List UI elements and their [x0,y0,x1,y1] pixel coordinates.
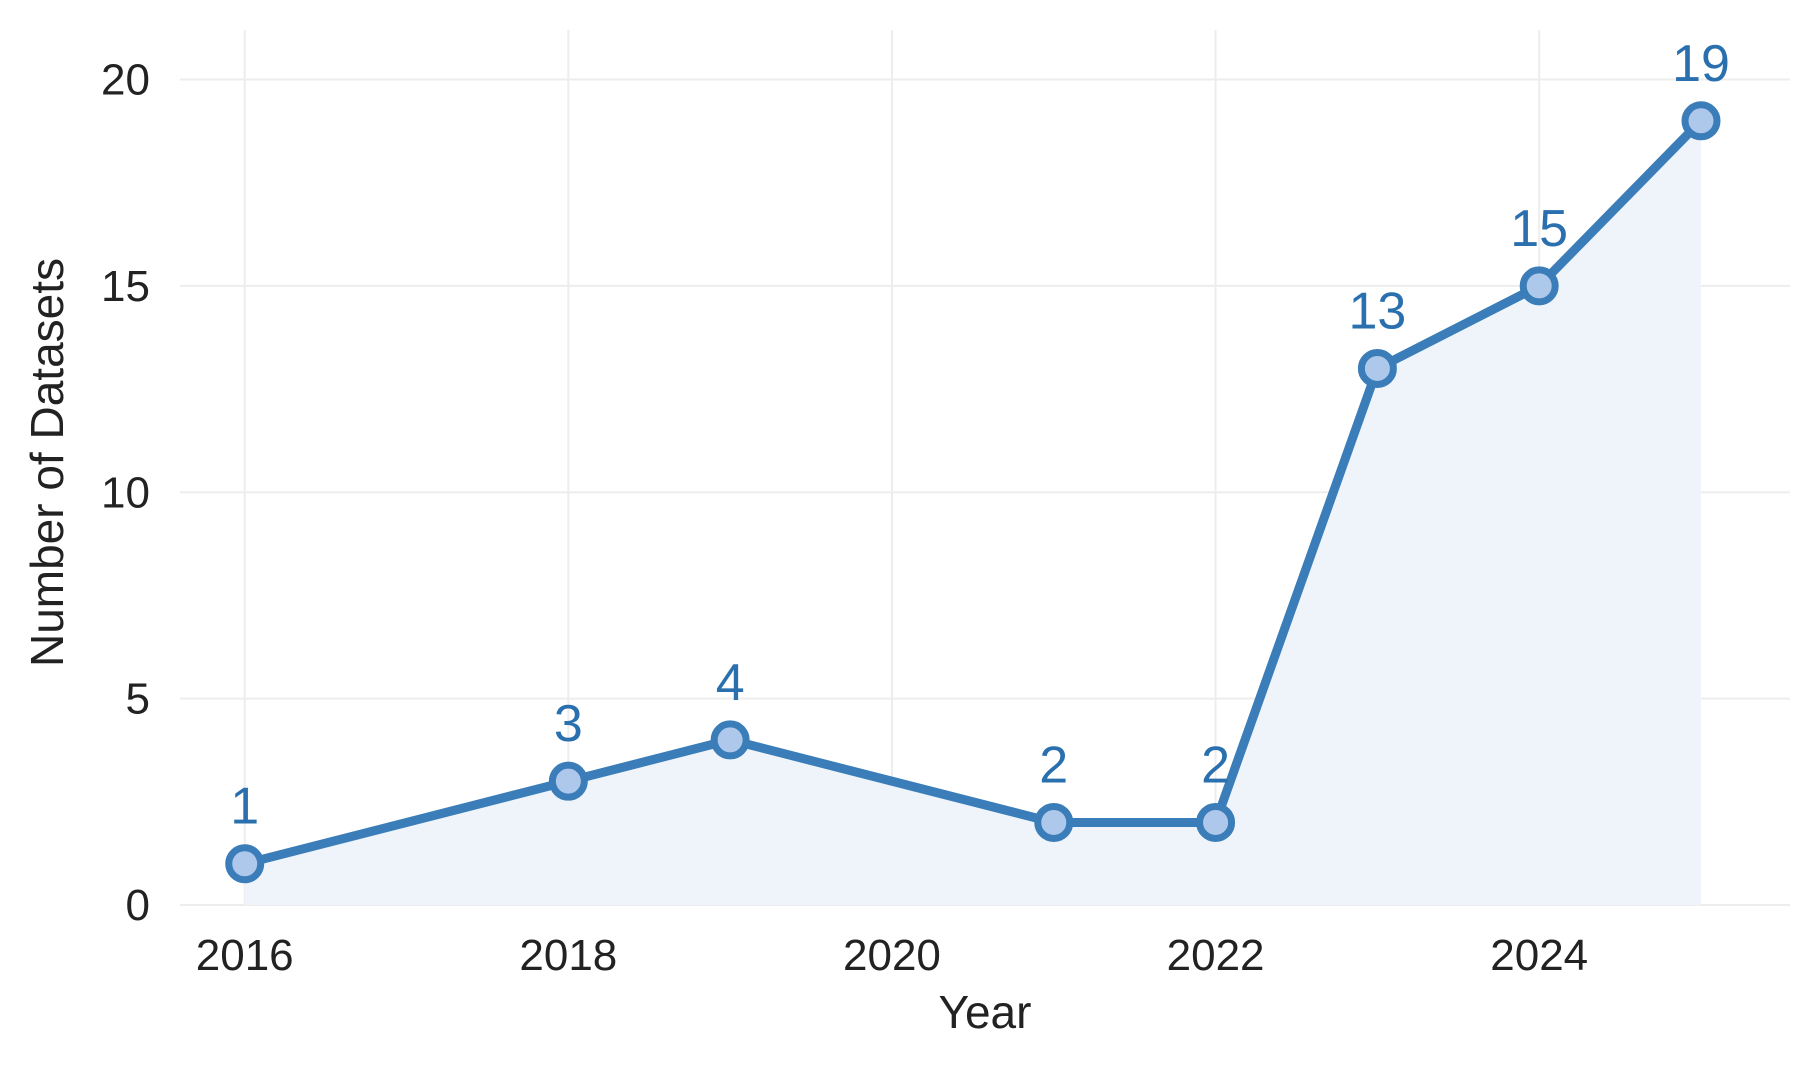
data-label: 2 [1039,736,1068,794]
data-label: 15 [1510,200,1568,258]
data-point [1519,266,1559,306]
data-point [1196,802,1236,842]
y-tick-label: 0 [126,881,150,930]
data-point [1681,101,1721,141]
data-label: 1 [230,778,259,836]
x-axis-title: Year [939,986,1032,1038]
data-point [225,844,265,884]
data-label: 19 [1672,35,1730,93]
y-tick-label: 5 [126,675,150,724]
y-tick-label: 10 [101,468,150,517]
x-tick-label: 2024 [1490,931,1588,980]
data-point [710,720,750,760]
marker-layer [225,101,1721,884]
x-tick-label: 2022 [1167,931,1265,980]
line-layer [240,116,1706,869]
x-tick-label: 2020 [843,931,941,980]
data-label: 4 [716,654,745,712]
y-tick-label: 15 [101,262,150,311]
tick-label-layer: 2016 2018 2020 2022 2024 0 5 10 15 20 [101,56,1588,980]
y-axis-title: Number of Datasets [21,258,73,667]
y-tick-label: 20 [101,56,150,105]
x-tick-label: 2018 [519,931,617,980]
series-area [244,120,1702,906]
area-layer [244,120,1702,906]
x-tick-label: 2016 [196,931,294,980]
series-line [240,116,1706,869]
data-point [1034,802,1074,842]
data-label: 3 [554,695,583,753]
data-label: 2 [1201,736,1230,794]
data-label: 13 [1348,282,1406,340]
data-point [548,761,588,801]
data-point [1357,348,1397,388]
